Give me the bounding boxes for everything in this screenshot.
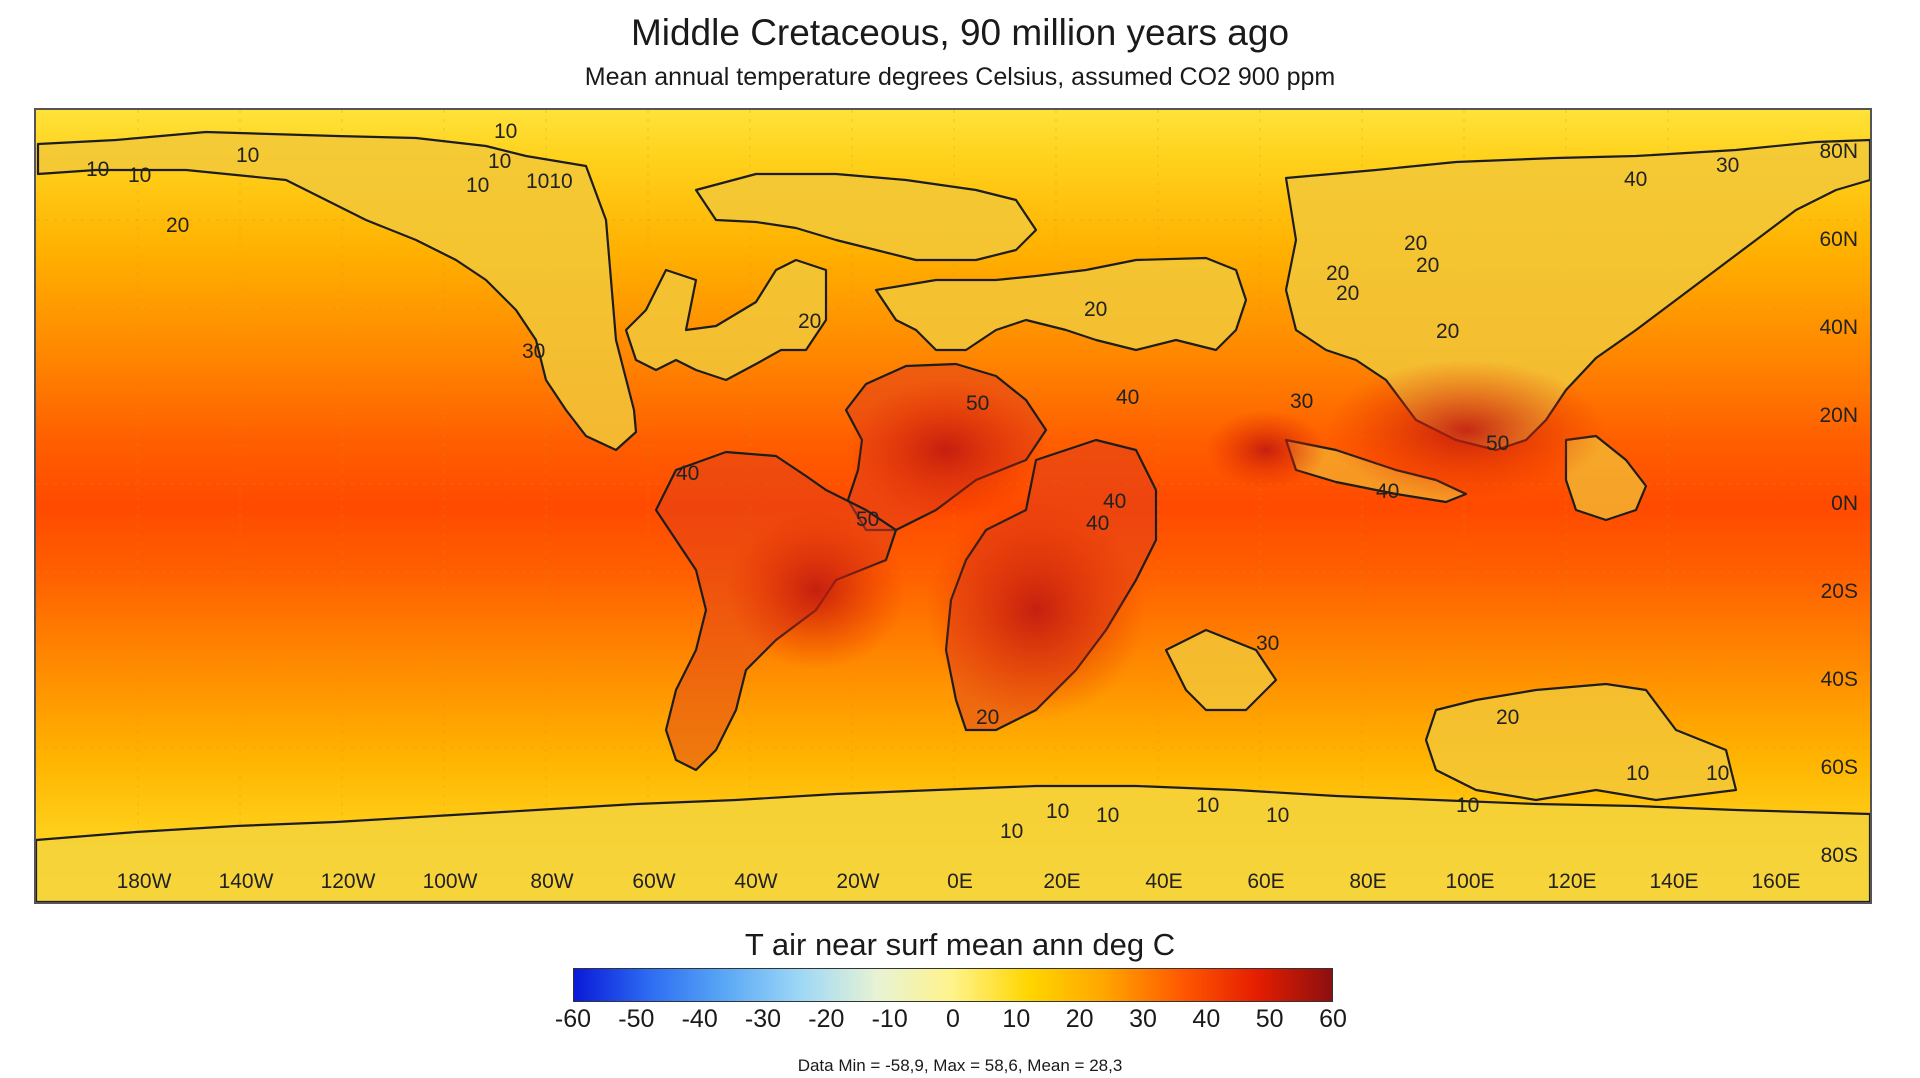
latitude-label: 80S (1821, 844, 1858, 867)
longitude-label: 20E (1043, 870, 1080, 893)
data-statistics: Data Min = -58,9, Max = 58,6, Mean = 28,… (797, 1056, 1123, 1075)
colorbar (573, 968, 1333, 1002)
longitude-label: 60W (632, 870, 675, 893)
colorbar-tick-label: -60 (554, 1005, 592, 1033)
contour-label: 20 (1436, 320, 1459, 343)
contour-label: 40 (1376, 480, 1399, 503)
longitude-label: 180W (117, 870, 172, 893)
colorbar-tick-label: -30 (744, 1005, 782, 1033)
contour-label: 30 (1290, 390, 1313, 413)
contour-label: 20 (1084, 298, 1107, 321)
longitude-label: 120E (1547, 870, 1596, 893)
contour-label: 30 (1716, 154, 1739, 177)
colorbar-title: T air near surf mean ann deg C (744, 927, 1176, 962)
latitude-label: 20N (1819, 404, 1858, 427)
contour-label: 50 (856, 508, 879, 531)
landmass-north-america (36, 130, 638, 452)
latitude-label: 60N (1819, 228, 1858, 251)
contour-label: 30 (1256, 632, 1279, 655)
contour-label: 10 (1266, 804, 1289, 827)
longitude-label: 100E (1445, 870, 1494, 893)
temperature-map: 10 10 10 10 10 10 1010 20 30 20 20 20 20 20 20 20 50 40 30… (34, 108, 1872, 904)
longitude-label: 140E (1649, 870, 1698, 893)
contour-label: 10 (466, 174, 489, 197)
contour-label: 10 (1196, 794, 1219, 817)
contour-label: 20 (166, 214, 189, 237)
landmass-antarctica (36, 784, 1870, 902)
colorbar-tick-label: -20 (808, 1005, 845, 1033)
contour-label: 10 (128, 164, 151, 187)
contour-label: 10 (1456, 794, 1479, 817)
contour-label: 10 (494, 120, 517, 143)
contour-label: 10 (1096, 804, 1119, 827)
contour-label: 40 (676, 462, 699, 485)
colorbar-tick-label: 60 (1319, 1005, 1347, 1033)
landmass-laurasia-east (624, 258, 828, 382)
map-title: Middle Cretaceous, 90 million years ago (630, 12, 1290, 53)
contour-label: 20 (1404, 232, 1427, 255)
colorbar-tick-label: -50 (618, 1005, 655, 1033)
contour-label: 20 (1496, 706, 1519, 729)
colorbar-tick-label: 10 (1002, 1005, 1031, 1033)
colorbar-tick-label: 50 (1255, 1005, 1284, 1033)
contour-label: 20 (1336, 282, 1359, 305)
contour-label: 20 (1326, 262, 1349, 285)
contour-label: 40 (1103, 490, 1126, 513)
heat-maxima (726, 360, 1606, 720)
colorbar-tick-label: -10 (871, 1005, 908, 1033)
latitude-label: 40S (1821, 668, 1858, 691)
contour-label: 10 (236, 144, 259, 167)
contour-label: 40 (1624, 168, 1647, 191)
contour-label: 20 (798, 310, 821, 333)
colorbar-tick-label: -40 (681, 1005, 718, 1033)
contour-label: 20 (1416, 254, 1439, 277)
contour-label: 10 (1626, 762, 1649, 785)
colorbar-tick-label: 40 (1192, 1005, 1221, 1033)
longitude-label: 140W (219, 870, 274, 893)
contour-label: 10 (86, 158, 109, 181)
latitude-label: 80N (1819, 140, 1858, 163)
contour-label: 40 (1116, 386, 1139, 409)
contour-label: 10 (1000, 820, 1023, 843)
landmass-europe (874, 256, 1248, 352)
latitude-label: 20S (1821, 580, 1858, 603)
contour-label: 10 (488, 150, 511, 173)
colorbar-tick-label: 20 (1065, 1005, 1094, 1033)
longitude-label: 40E (1145, 870, 1182, 893)
longitude-label: 80E (1349, 870, 1386, 893)
landmass-australia (1424, 682, 1738, 802)
contour-label: 50 (966, 392, 989, 415)
latitude-label: 60S (1821, 756, 1858, 779)
colorbar-tick-label: 0 (946, 1005, 960, 1033)
landmass-greenland-nw (694, 172, 1038, 262)
contour-label: 10 (1706, 762, 1729, 785)
contour-label: 20 (976, 706, 999, 729)
contour-label: 40 (1086, 512, 1109, 535)
longitude-label: 120W (321, 870, 376, 893)
contour-label: 1010 (526, 170, 573, 193)
latitude-label: 0N (1831, 492, 1858, 515)
longitude-label: 60E (1247, 870, 1284, 893)
contour-label: 10 (1046, 800, 1069, 823)
longitude-label: 40W (734, 870, 777, 893)
map-subtitle: Mean annual temperature degrees Celsius,… (584, 63, 1336, 91)
colorbar-ticks: -60 -50 -40 -30 -20 -10 0 10 20 30 40 50 60 (555, 1005, 1347, 1035)
longitude-label: 0E (947, 870, 973, 893)
longitude-label: 160E (1751, 870, 1800, 893)
latitude-label: 40N (1819, 316, 1858, 339)
longitude-label: 80W (530, 870, 573, 893)
latitude-labels: 80N 60N 40N 20N 0N 20S 40S 60S 80S (1819, 140, 1858, 867)
contour-label: 50 (1486, 432, 1509, 455)
landmass-india (1164, 628, 1278, 712)
longitude-labels: 180W 140W 120W 100W 80W 60W 40W 20W 0E 20E 40E 60E 8… (117, 870, 1801, 893)
colorbar-tick-label: 30 (1129, 1005, 1157, 1033)
contour-label: 30 (522, 340, 545, 363)
longitude-label: 100W (423, 870, 478, 893)
longitude-label: 20W (836, 870, 879, 893)
